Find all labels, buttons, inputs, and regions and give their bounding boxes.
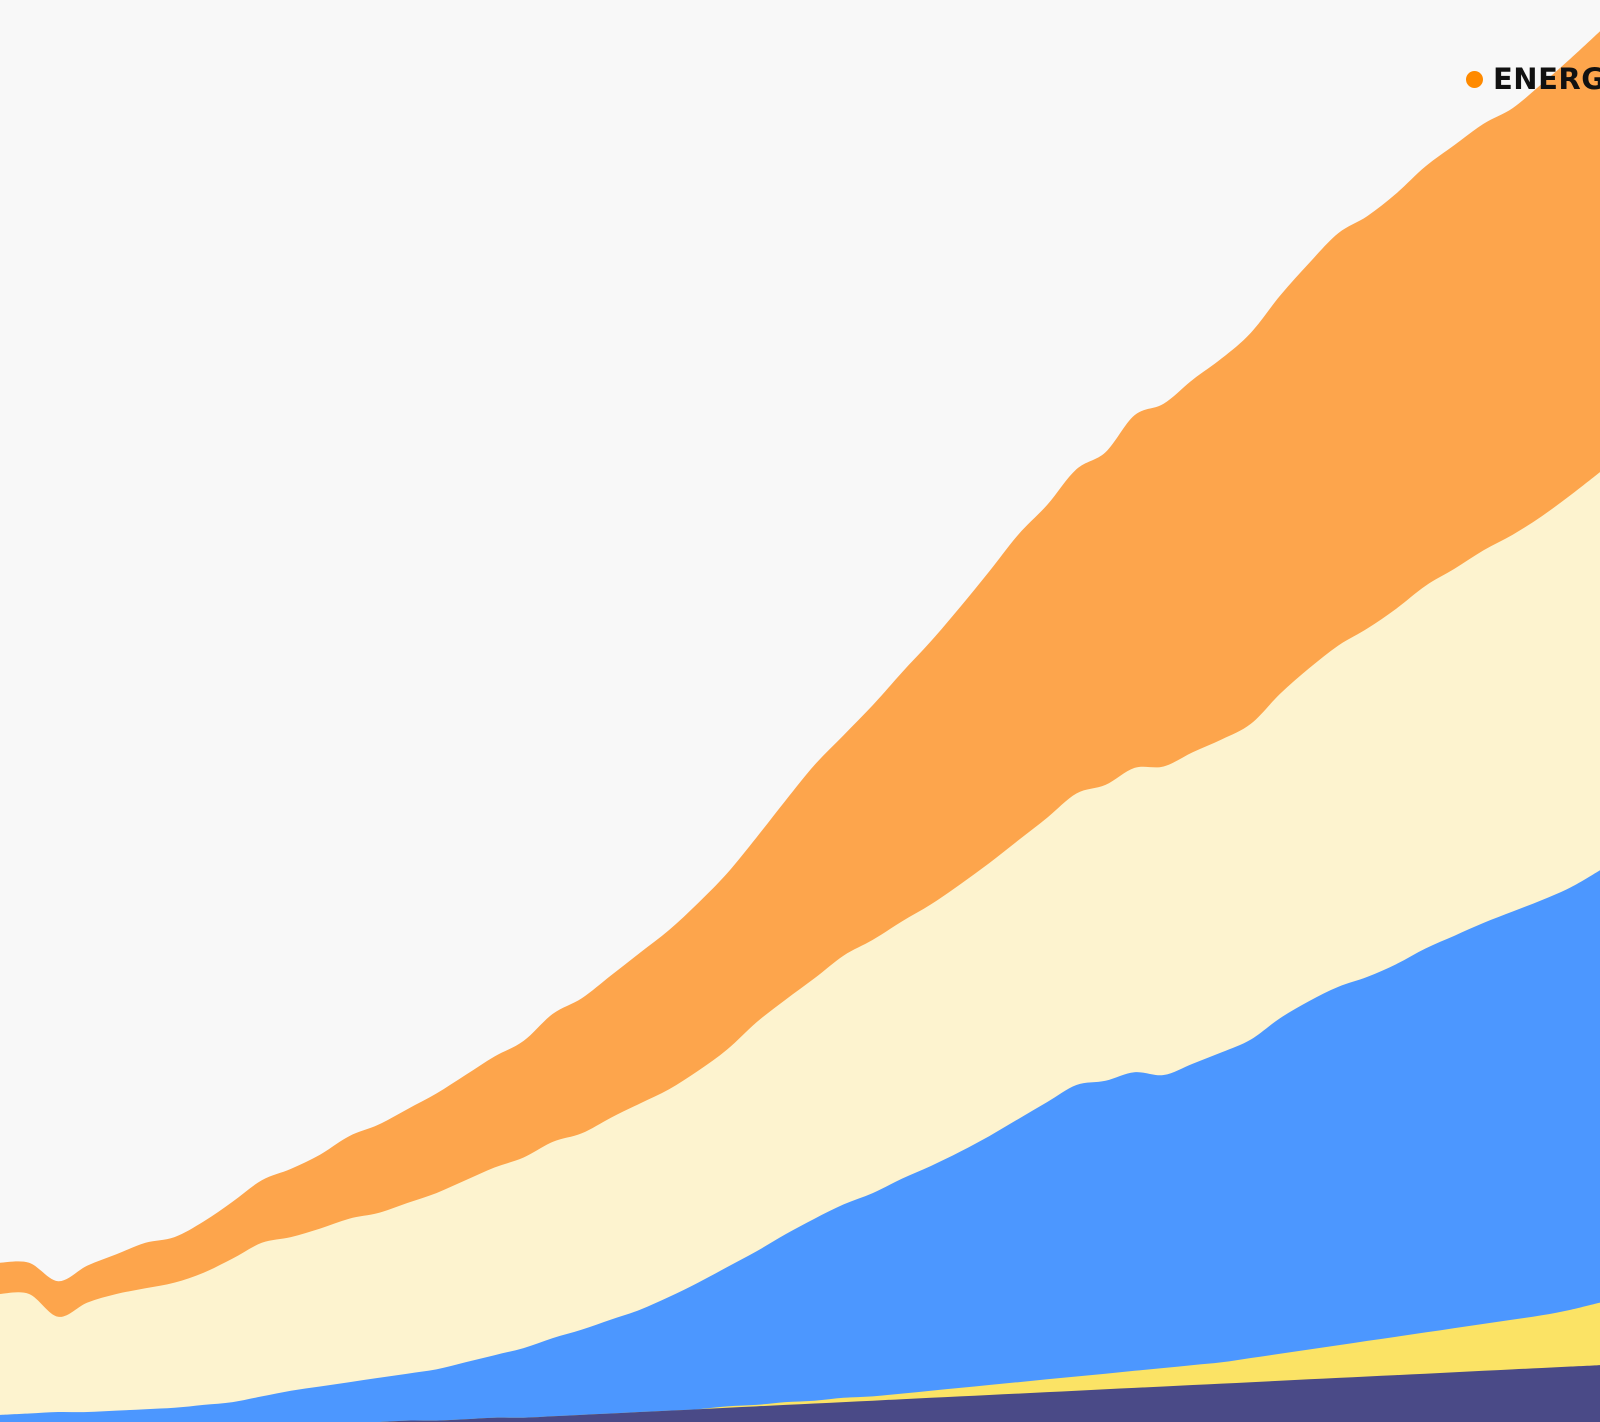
legend: ENERG — [1466, 62, 1600, 96]
legend-dot — [1466, 70, 1483, 88]
legend-label: ENERG — [1493, 62, 1600, 96]
area-series-2 — [0, 870, 1600, 1422]
area-series-0 — [0, 1365, 1600, 1422]
